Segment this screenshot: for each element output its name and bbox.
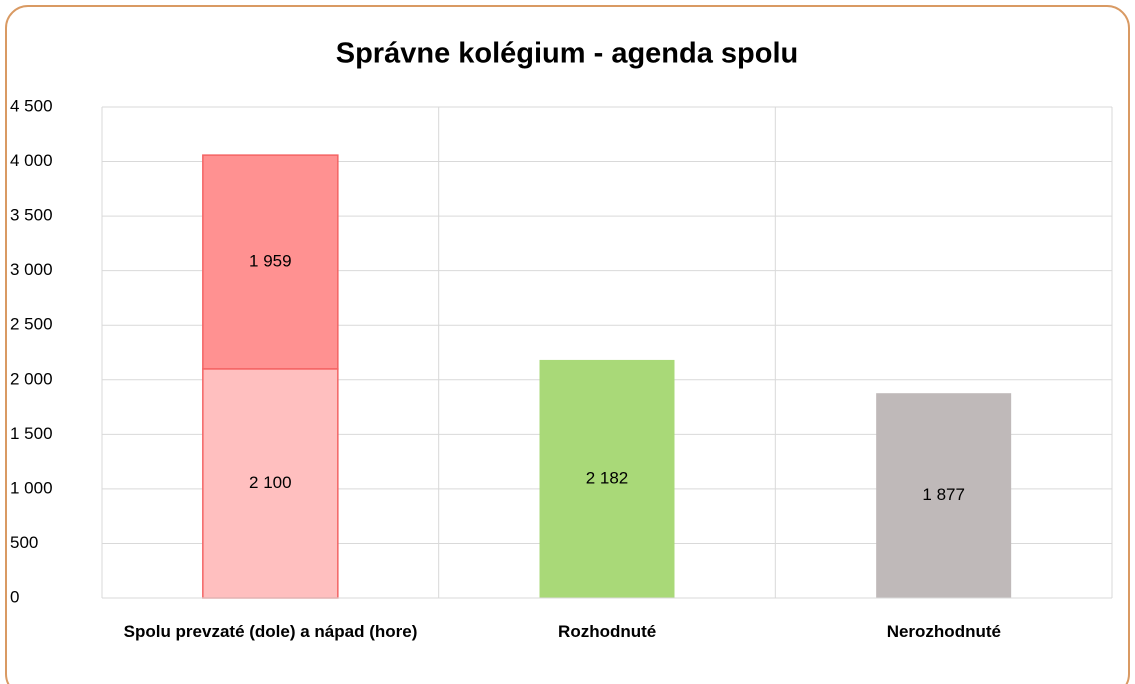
y-tick-label: 2 500 — [10, 315, 53, 334]
y-tick-label: 1 500 — [10, 424, 53, 443]
y-tick-label: 4 500 — [10, 96, 53, 115]
y-tick-label: 1 000 — [10, 478, 53, 497]
data-label: 1 959 — [249, 251, 292, 270]
bar-segment — [202, 154, 339, 370]
x-tick-label: Spolu prevzaté (dole) a nápad (hore) — [123, 622, 418, 641]
chart-title: Správne kolégium - agenda spolu — [336, 38, 799, 70]
x-tick-label: Rozhodnuté — [558, 622, 657, 641]
y-tick-label: 4 000 — [10, 151, 53, 170]
x-tick-label: Nerozhodnuté — [886, 622, 1001, 641]
y-tick-label: 500 — [10, 533, 38, 552]
bar-segment — [876, 393, 1012, 598]
bar-segment — [539, 359, 675, 598]
y-tick-label: 2 000 — [10, 369, 53, 388]
data-label: 2 100 — [249, 473, 292, 492]
y-tick-label: 3 000 — [10, 260, 53, 279]
y-tick-label: 3 500 — [10, 206, 53, 225]
y-tick-label: 0 — [10, 587, 19, 606]
bar-segment — [202, 368, 339, 599]
data-label: 1 877 — [922, 485, 965, 504]
data-label: 2 182 — [586, 468, 629, 487]
